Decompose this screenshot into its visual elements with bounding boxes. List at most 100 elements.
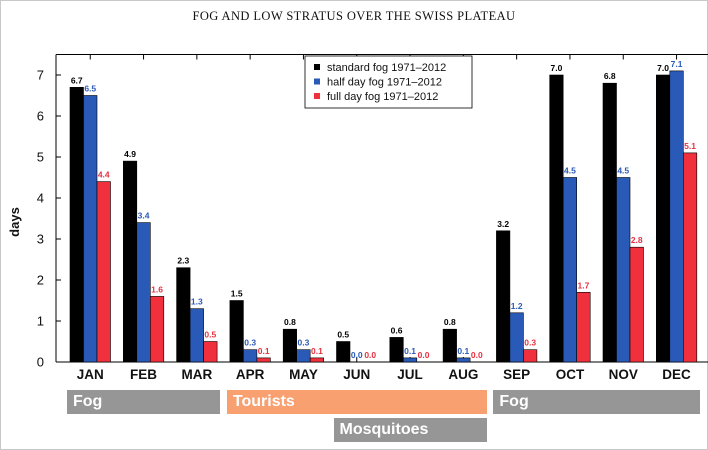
data-label: 6.7 — [71, 75, 83, 85]
data-label: 7.0 — [657, 63, 669, 73]
y-tick-label: 0 — [37, 355, 44, 370]
data-label: 0.8 — [284, 317, 296, 327]
data-label: 4.9 — [124, 149, 136, 159]
bar-apr-s0 — [229, 300, 244, 363]
bar-jul-s1 — [402, 357, 418, 363]
legend-label-2: full day fog 1971–2012 — [327, 91, 438, 103]
data-label: 2.3 — [177, 256, 189, 266]
bar-dec-s1 — [669, 70, 684, 363]
y-tick-label: 2 — [37, 273, 44, 288]
bar-nov-s1 — [616, 177, 631, 363]
x-tick-label-feb: FEB — [130, 367, 157, 382]
bar-sep-s0 — [496, 230, 511, 363]
legend-label-1: half day fog 1971–2012 — [327, 77, 442, 89]
chart-title: FOG AND LOW STRATUS OVER THE SWISS PLATE… — [193, 9, 516, 23]
data-label: 0.1 — [404, 346, 416, 356]
bar-nov-s2 — [629, 246, 644, 363]
data-label: 2.8 — [631, 235, 643, 245]
data-label: 6.8 — [604, 71, 616, 81]
data-label: 7.0 — [551, 63, 563, 73]
bar-apr-s1 — [243, 349, 258, 363]
data-label: 6.5 — [84, 84, 96, 94]
data-label: 4.4 — [98, 170, 110, 180]
bar-may-s1 — [296, 349, 311, 363]
data-label: 1.2 — [511, 301, 523, 311]
band-fog-0: Fog — [67, 390, 221, 414]
data-label: 1.6 — [151, 284, 163, 294]
y-tick-label: 6 — [37, 109, 44, 124]
bar-jan-s0 — [69, 87, 84, 363]
bar-feb-s1 — [136, 222, 151, 363]
bar-jan-s1 — [83, 95, 98, 363]
data-label: 0.5 — [204, 330, 216, 340]
legend-swatch-0 — [314, 64, 320, 70]
y-tick-label: 4 — [37, 191, 44, 206]
bar-dec-s0 — [655, 74, 671, 363]
x-tick-label-jun: JUN — [343, 367, 370, 382]
bar-mar-s0 — [176, 267, 191, 363]
legend: standard fog 1971–2012 half day fog 1971–… — [304, 55, 473, 109]
bar-jan-s2 — [96, 181, 111, 363]
data-label: 0.1 — [258, 346, 270, 356]
x-tick-label-jul: JUL — [397, 367, 423, 382]
x-tick-label-jan: JAN — [77, 367, 104, 382]
x-tick-label-dec: DEC — [662, 367, 691, 382]
data-label: 0.0 — [351, 350, 363, 360]
axes: 0 1 2 3 4 5 6 7 JAN FEB MAR APR MAY JUN JUL AUG SEP OCT NO… — [37, 54, 708, 382]
x-tick-label-aug: AUG — [448, 367, 478, 382]
bar-apr-s2 — [256, 357, 271, 363]
data-label: 0.8 — [444, 317, 456, 327]
data-label: 4.5 — [617, 166, 629, 176]
data-label: 0.6 — [391, 325, 403, 335]
data-label: 1.7 — [578, 280, 590, 290]
data-label: 0.1 — [457, 346, 469, 356]
bar-aug-s1 — [456, 357, 471, 363]
bars-group: 6.76.54.44.93.41.62.31.30.51.50.30.10.80… — [69, 59, 698, 363]
bar-sep-s1 — [509, 312, 524, 363]
band-mosquitoes-3: Mosquitoes — [333, 418, 487, 442]
data-label: 0.0 — [471, 350, 483, 360]
legend-swatch-1 — [314, 78, 320, 85]
bar-may-s2 — [309, 357, 325, 363]
data-label: 4.5 — [564, 166, 576, 176]
bar-oct-s2 — [576, 291, 591, 363]
data-label: 0.0 — [418, 350, 430, 360]
data-label: 0.1 — [311, 346, 323, 356]
y-tick-label: 5 — [37, 150, 44, 165]
band-tourists-1: Tourists — [226, 390, 487, 414]
bar-mar-s1 — [189, 308, 204, 363]
y-tick-label: 7 — [37, 68, 44, 83]
bar-nov-s0 — [602, 82, 617, 363]
bar-sep-s2 — [523, 349, 538, 363]
bar-oct-s1 — [562, 177, 578, 363]
data-label: 0.5 — [337, 330, 349, 340]
x-tick-label-nov: NOV — [609, 367, 638, 382]
legend-swatch-2 — [314, 93, 320, 99]
legend-label-0: standard fog 1971–2012 — [327, 62, 446, 74]
data-label: 1.3 — [191, 297, 203, 307]
x-tick-label-oct: OCT — [556, 367, 585, 382]
bar-mar-s2 — [203, 341, 218, 363]
y-tick-label: 1 — [37, 314, 44, 329]
legend-box — [304, 55, 473, 109]
bar-jul-s0 — [389, 337, 404, 363]
data-label: 0.3 — [524, 338, 536, 348]
data-label: 0.3 — [244, 338, 256, 348]
bar-may-s0 — [282, 328, 298, 363]
x-tick-label-may: MAY — [289, 367, 318, 382]
data-label: 0.0 — [364, 350, 376, 360]
data-label: 1.5 — [231, 289, 243, 299]
data-label: 0.3 — [298, 338, 310, 348]
bar-feb-s0 — [123, 160, 138, 363]
data-label: 7.1 — [671, 59, 683, 69]
data-label: 3.2 — [497, 219, 509, 229]
band-fog-2: Fog — [493, 390, 700, 414]
y-axis-label: days — [7, 207, 22, 237]
bar-aug-s0 — [442, 328, 457, 363]
x-tick-label-apr: APR — [236, 367, 265, 382]
x-tick-label-mar: MAR — [181, 367, 212, 382]
bar-oct-s0 — [549, 74, 564, 363]
bar-feb-s2 — [150, 296, 165, 363]
bar-jun-s0 — [336, 341, 351, 363]
